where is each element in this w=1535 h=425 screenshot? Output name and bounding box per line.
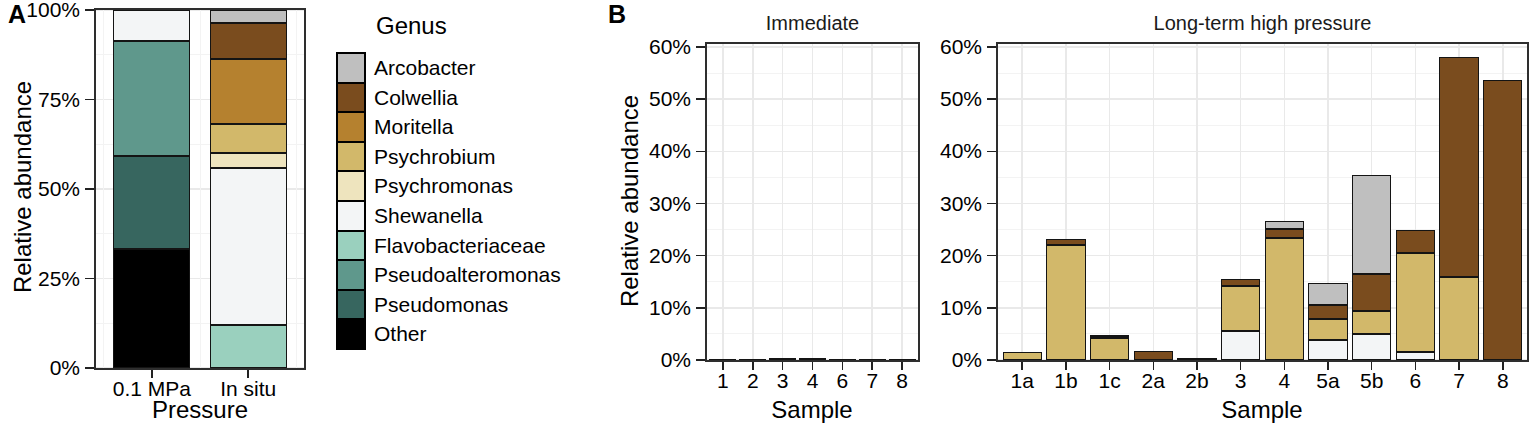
y-tick-mark: [987, 255, 996, 257]
y-tick-label: 50%: [629, 87, 691, 111]
y-tick-mark: [85, 278, 94, 280]
legend-label: Pseudomonas: [374, 293, 508, 317]
panel-b-letter: B: [608, 0, 626, 29]
y-tick-label: 50%: [18, 177, 80, 201]
figure-root: A Relative abundance 0%25%50%75%100%0.1 …: [0, 0, 1535, 425]
y-tick-mark: [85, 9, 94, 11]
legend-label: Pseudoalteromonas: [374, 263, 561, 287]
panel-border: [705, 42, 920, 362]
y-tick-mark: [696, 151, 705, 153]
panel-b-longterm-x-axis-title: Sample: [1162, 396, 1362, 424]
panel-border: [94, 8, 306, 370]
legend-swatch-flavobacteriaceae: [336, 230, 366, 262]
y-tick-label: 60%: [629, 35, 691, 59]
y-tick-mark: [987, 359, 996, 361]
y-tick-label: 75%: [18, 88, 80, 112]
y-tick-label: 25%: [18, 267, 80, 291]
facet-title: Immediate: [705, 12, 920, 35]
y-tick-mark: [987, 307, 996, 309]
panel-border: [996, 42, 1529, 362]
y-tick-label: 10%: [629, 296, 691, 320]
legend-swatch-psychromonas: [336, 170, 366, 202]
legend-swatch-other: [336, 318, 366, 350]
y-tick-label: 40%: [629, 139, 691, 163]
legend-label: Flavobacteriaceae: [374, 234, 546, 258]
y-tick-mark: [696, 307, 705, 309]
y-tick-mark: [696, 203, 705, 205]
y-tick-label: 20%: [629, 244, 691, 268]
legend-label: Colwellia: [374, 86, 458, 110]
legend-swatch-moritella: [336, 111, 366, 143]
y-tick-label: 60%: [920, 35, 982, 59]
legend-swatch-shewanella: [336, 200, 366, 232]
legend-label: Other: [374, 322, 427, 346]
y-tick-label: 40%: [920, 139, 982, 163]
y-tick-label: 30%: [920, 192, 982, 216]
y-tick-label: 30%: [629, 192, 691, 216]
y-tick-label: 10%: [920, 296, 982, 320]
y-tick-mark: [987, 46, 996, 48]
y-tick-mark: [85, 188, 94, 190]
y-tick-mark: [85, 99, 94, 101]
legend-swatch-psychrobium: [336, 141, 366, 173]
legend-swatch-colwellia: [336, 82, 366, 114]
y-tick-label: 0%: [18, 356, 80, 380]
y-tick-label: 50%: [920, 87, 982, 111]
legend-label: Psychrobium: [374, 145, 495, 169]
y-tick-mark: [987, 98, 996, 100]
x-tick-label: 8: [1448, 369, 1535, 393]
legend-swatch-pseudomonas: [336, 289, 366, 321]
legend-swatch-pseudoalteromonas: [336, 259, 366, 291]
facet-title: Long-term high pressure: [996, 12, 1529, 35]
legend-swatch-arcobacter: [336, 52, 366, 84]
y-tick-mark: [696, 46, 705, 48]
panel-b-immediate-x-axis-title: Sample: [712, 396, 912, 424]
legend-label: Shewanella: [374, 204, 483, 228]
legend-label: Moritella: [374, 115, 453, 139]
panel-a-x-axis-title: Pressure: [100, 396, 300, 424]
legend-label: Arcobacter: [374, 56, 476, 80]
legend: Genus Arcobacter Colwellia Moritella Psychr…: [336, 8, 586, 368]
y-tick-mark: [85, 367, 94, 369]
y-tick-mark: [987, 203, 996, 205]
y-tick-mark: [696, 359, 705, 361]
y-tick-label: 100%: [18, 0, 80, 22]
x-tick-label: 8: [847, 369, 957, 393]
legend-label: Psychromonas: [374, 174, 513, 198]
y-tick-label: 20%: [920, 244, 982, 268]
y-tick-mark: [987, 151, 996, 153]
y-tick-mark: [696, 255, 705, 257]
y-tick-mark: [696, 98, 705, 100]
legend-title: Genus: [376, 12, 447, 40]
